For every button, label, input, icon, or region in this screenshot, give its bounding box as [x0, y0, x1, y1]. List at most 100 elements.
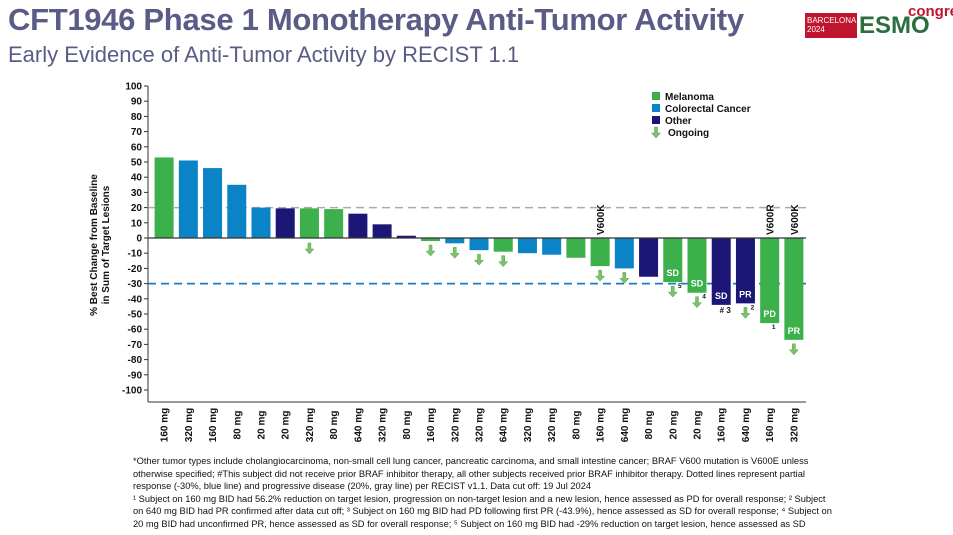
bar	[590, 238, 610, 267]
x-tick-label: 160 mg	[426, 408, 437, 442]
bar	[227, 184, 247, 238]
footnote-marker: 5	[678, 283, 682, 290]
x-tick-label: 160 mg	[596, 408, 607, 442]
logo-tag: congress	[908, 3, 953, 20]
bar	[566, 238, 586, 258]
y-tick-label: 80	[131, 112, 143, 123]
footnote-marker: # 3	[720, 306, 732, 315]
y-tick-label: -100	[122, 386, 142, 397]
bar	[299, 208, 319, 238]
x-tick-label: 320 mg	[523, 408, 534, 442]
response-label: SD	[691, 279, 704, 289]
y-tick-label: 30	[131, 188, 143, 199]
x-tick-label: 20 mg	[281, 411, 292, 440]
bar	[178, 160, 198, 238]
logo-brand: ESMO	[859, 12, 930, 39]
ongoing-arrow-icon	[498, 255, 509, 268]
legend-label: Colorectal Cancer	[665, 104, 751, 115]
page-subtitle: Early Evidence of Anti-Tumor Activity by…	[8, 42, 520, 67]
response-label: PR	[739, 289, 752, 299]
footnote-main: *Other tumor types include cholangiocarc…	[133, 456, 809, 491]
response-label: SD	[667, 268, 680, 278]
ongoing-arrow-icon	[788, 343, 799, 356]
y-tick-label: 20	[131, 203, 143, 214]
response-label: PD	[763, 309, 776, 319]
y-tick-label: -90	[128, 370, 143, 381]
ongoing-arrow-icon	[691, 296, 703, 309]
x-tick-label: 160 mg	[717, 408, 728, 442]
y-tick-label: -60	[128, 325, 143, 336]
y-tick-label: 100	[125, 82, 142, 93]
y-tick-label: 50	[131, 158, 143, 169]
bar	[711, 238, 731, 305]
y-tick-label: -10	[128, 249, 143, 260]
x-tick-label: 320 mg	[547, 408, 558, 442]
bar	[663, 238, 683, 283]
bar	[445, 238, 465, 244]
x-tick-label: 160 mg	[160, 408, 171, 442]
x-tick-label: 160 mg	[765, 408, 776, 442]
bar	[493, 238, 513, 252]
x-tick-label: 320 mg	[378, 408, 389, 442]
y-tick-label: -20	[128, 264, 143, 275]
y-tick-label: 10	[131, 218, 143, 229]
x-tick-label: 640 mg	[499, 408, 510, 442]
response-label: PR	[788, 326, 801, 336]
x-tick-label: 80 mg	[232, 411, 243, 440]
x-tick-label: 80 mg	[571, 411, 582, 440]
legend-label: Melanoma	[665, 92, 714, 103]
bar	[154, 157, 174, 238]
footnotes: *Other tumor types include cholangiocarc…	[133, 455, 833, 530]
y-tick-label: 90	[131, 97, 143, 108]
bar	[469, 238, 489, 251]
logo-year: 2024	[807, 25, 825, 34]
mutation-label: V600K	[790, 204, 801, 235]
x-tick-label: 640 mg	[620, 408, 631, 442]
bar	[784, 238, 804, 340]
ongoing-arrow-icon	[473, 253, 485, 266]
bar	[275, 208, 295, 238]
y-tick-label: 70	[131, 127, 143, 138]
x-tick-label: 640 mg	[741, 408, 752, 442]
bar	[542, 238, 562, 255]
x-tick-label: 320 mg	[450, 408, 461, 442]
legend-label: Other	[665, 116, 692, 127]
ongoing-arrow-icon	[619, 272, 630, 284]
legend-ongoing-arrow-icon	[650, 126, 662, 139]
footnote-marker: 4	[702, 294, 706, 301]
x-tick-label: 80 mg	[402, 411, 413, 440]
bar	[396, 235, 416, 238]
bar	[614, 238, 634, 269]
footnote-marker: 2	[751, 304, 755, 311]
footnote-marker: 1	[772, 324, 776, 331]
y-tick-label: 60	[131, 142, 143, 153]
x-tick-label: 320 mg	[305, 408, 316, 442]
response-label: SD	[715, 291, 728, 301]
bar	[760, 238, 780, 324]
bar	[251, 207, 271, 238]
bar	[372, 224, 392, 238]
bar	[203, 168, 223, 238]
ongoing-arrow-icon	[304, 242, 315, 255]
x-tick-label: 320 mg	[184, 408, 195, 442]
x-tick-label: 80 mg	[644, 411, 655, 440]
ongoing-arrow-icon	[425, 244, 436, 257]
legend-label: Ongoing	[668, 128, 709, 139]
logo-city-text: BARCELONA	[807, 16, 857, 25]
bar	[687, 238, 707, 293]
y-tick-label: -80	[128, 355, 143, 366]
legend-swatch	[652, 92, 660, 100]
y-tick-label: 0	[136, 234, 142, 245]
bar	[324, 209, 344, 238]
mutation-label: V600K	[596, 204, 607, 235]
x-tick-label: 20 mg	[693, 411, 704, 440]
page-title: CFT1946 Phase 1 Monotherapy Anti-Tumor A…	[8, 2, 744, 37]
y-tick-label: -70	[128, 340, 143, 351]
x-tick-label: 640 mg	[353, 408, 364, 442]
y-axis-label-line2: in Sum of Target Lesions	[101, 185, 112, 304]
x-tick-label: 320 mg	[789, 408, 800, 442]
legend-swatch	[652, 116, 660, 124]
x-tick-label: 160 mg	[208, 408, 219, 442]
